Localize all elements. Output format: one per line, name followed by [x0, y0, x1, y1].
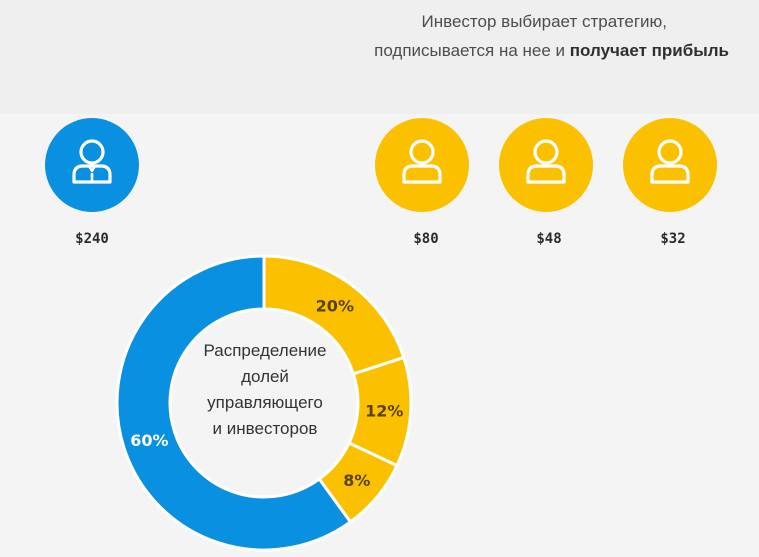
investor-amount-3: $32 [660, 231, 686, 247]
donut-segment-60 [115, 254, 353, 552]
donut-center-line-1: Распределение [203, 341, 327, 360]
investor-person-icon [650, 139, 690, 184]
donut-label-20: 20% [316, 297, 354, 316]
donut-label-60: 60% [130, 431, 168, 450]
investor-amount-2: $48 [536, 231, 562, 247]
manager-avatar [45, 118, 139, 212]
intro-text: Инвестор выбирает стратегию, подписывает… [269, 7, 729, 65]
investor-avatar-1 [375, 118, 469, 212]
donut-label-8: 8% [343, 471, 370, 490]
investor-avatar-3 [623, 118, 717, 212]
donut-center-line-2: долей [241, 367, 289, 386]
donut-center-label: Распределение долей управляющего и инвес… [188, 338, 342, 442]
intro-line-1: Инвестор выбирает стратегию, [421, 12, 667, 31]
donut-center-line-3: управляющего [207, 393, 323, 412]
intro-line-2-prefix: подписывается на нее и [374, 41, 570, 60]
intro-line-2: подписывается на нее и получает прибыль [269, 36, 729, 65]
donut-label-12: 12% [365, 402, 403, 421]
intro-line-2-bold: получает прибыль [569, 41, 729, 60]
manager-amount: $240 [75, 231, 109, 247]
donut-center-line-4: и инвесторов [212, 419, 318, 438]
investor-amount-1: $80 [413, 231, 439, 247]
manager-person-icon [72, 139, 112, 184]
investor-person-icon [526, 139, 566, 184]
investor-avatar-2 [499, 118, 593, 212]
investor-person-icon [402, 139, 442, 184]
header-band [0, 0, 759, 114]
